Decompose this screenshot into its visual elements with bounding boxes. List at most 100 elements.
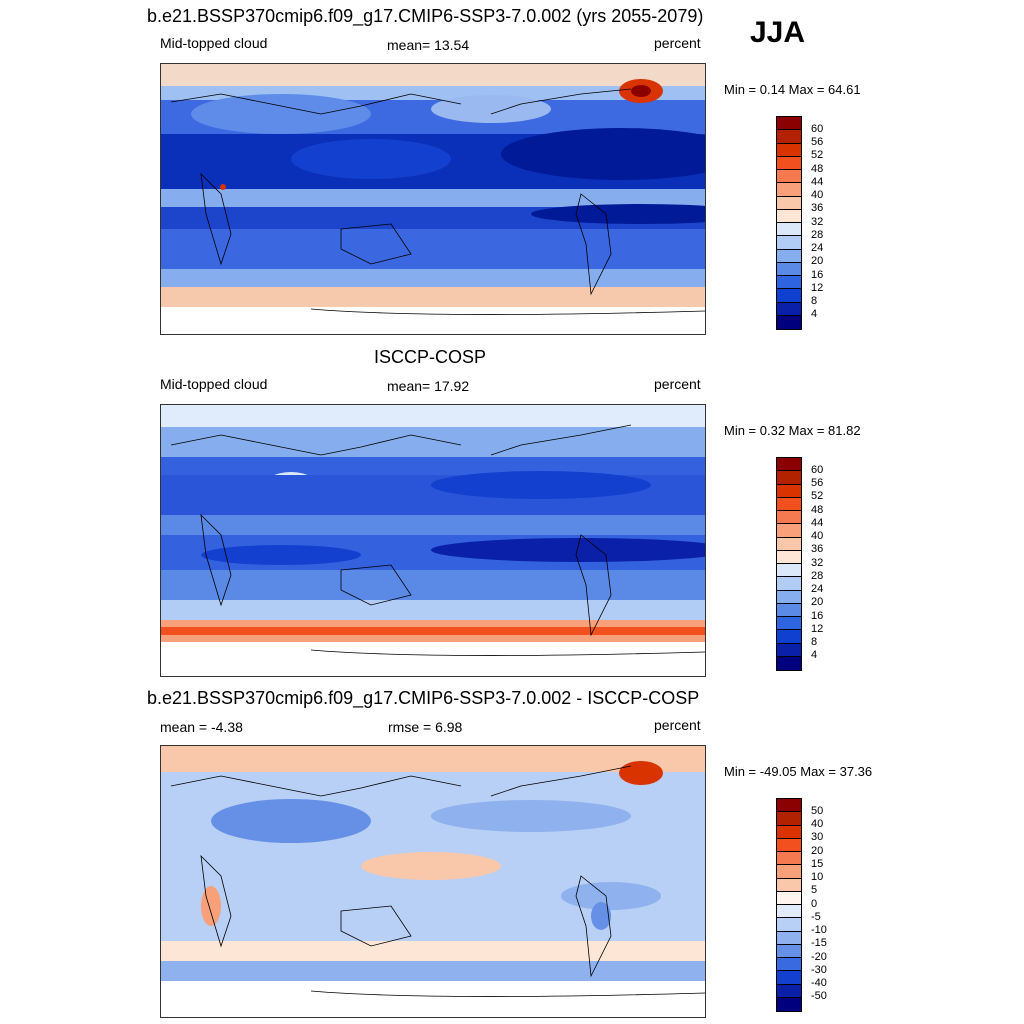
- colorbar-swatch: [777, 315, 801, 329]
- panel-rmse-label: rmse = 6.98: [388, 719, 463, 735]
- panel-left-label: Mid-topped cloud: [160, 35, 268, 51]
- colorbar-tick-label: 44: [811, 175, 824, 188]
- panel-units-label: percent: [654, 376, 701, 392]
- colorbar-tick-label: 24: [811, 583, 824, 595]
- colorbar-tick-label: -15: [811, 937, 827, 950]
- colorbar-swatch: [777, 209, 801, 223]
- colorbar-swatch: [777, 511, 801, 525]
- colorbar-tick-label: 16: [811, 609, 824, 622]
- colorbar-tick-label: 56: [811, 477, 824, 489]
- colorbar-tick-label: 52: [811, 149, 824, 162]
- colorbar-swatch: [777, 984, 801, 998]
- colorbar-swatch: [777, 484, 801, 498]
- colorbar-swatch: [777, 799, 801, 813]
- colorbar-swatch: [777, 603, 801, 617]
- colorbar-tick-label: 36: [811, 202, 824, 215]
- colorbar: [776, 457, 802, 671]
- colorbar-swatch: [777, 630, 801, 644]
- colorbar-swatch: [777, 249, 801, 263]
- colorbar-swatch: [777, 812, 801, 826]
- panel-mean-label: mean = -4.38: [160, 719, 243, 735]
- colorbar-tick-label: 40: [811, 818, 824, 830]
- colorbar-swatch: [777, 617, 801, 631]
- colorbar-tick-label: 30: [811, 831, 824, 844]
- colorbar-swatch: [777, 550, 801, 564]
- colorbar-tick-label: 32: [811, 556, 824, 569]
- colorbar-tick-label: 5: [811, 884, 818, 897]
- colorbar-tick-label: 48: [811, 162, 824, 175]
- colorbar-swatch: [777, 276, 801, 290]
- panel-left-label: Mid-topped cloud: [160, 376, 268, 392]
- colorbar-tick-label: 20: [811, 844, 824, 857]
- colorbar-swatch: [777, 143, 801, 157]
- colorbar-swatch: [777, 223, 801, 237]
- colorbar-swatch: [777, 170, 801, 184]
- colorbar-swatch: [777, 262, 801, 276]
- colorbar-swatch: [777, 289, 801, 303]
- colorbar-tick-label: 40: [811, 189, 824, 201]
- colorbar-tick-label: 40: [811, 530, 824, 542]
- colorbar-swatch: [777, 590, 801, 604]
- map-plot: [160, 745, 706, 1018]
- colorbar-swatch: [777, 905, 801, 919]
- colorbar-tick-label: 16: [811, 268, 824, 281]
- panel-minmax: Min = 0.14 Max = 64.61: [724, 82, 861, 97]
- colorbar-swatch: [777, 891, 801, 905]
- colorbar-tick-label: 50: [811, 804, 824, 817]
- colorbar-swatch: [777, 838, 801, 852]
- colorbar-tick-label: -30: [811, 963, 827, 976]
- colorbar-tick-label: 15: [811, 857, 824, 870]
- colorbar-swatch: [777, 537, 801, 551]
- colorbar-tick-label: 28: [811, 228, 824, 241]
- colorbar-swatch: [777, 130, 801, 144]
- colorbar-tick-label: 52: [811, 490, 824, 503]
- colorbar-tick-label: 36: [811, 543, 824, 556]
- colorbar-tick-label: 12: [811, 622, 824, 635]
- colorbar-swatch: [777, 918, 801, 932]
- colorbar-swatch: [777, 471, 801, 485]
- colorbar-tick-label: -5: [811, 910, 821, 923]
- colorbar-swatch: [777, 117, 801, 131]
- season-label: JJA: [750, 16, 806, 49]
- colorbar-swatch: [777, 302, 801, 316]
- colorbar-tick-label: 4: [811, 649, 818, 662]
- colorbar-swatch: [777, 564, 801, 578]
- colorbar-swatch: [777, 825, 801, 839]
- colorbar-swatch: [777, 577, 801, 591]
- colorbar-tick-label: 32: [811, 215, 824, 228]
- colorbar-tick-label: 60: [811, 122, 824, 135]
- colorbar-swatch: [777, 656, 801, 670]
- colorbar: [776, 116, 802, 330]
- colorbar-swatch: [777, 524, 801, 538]
- colorbar-tick-label: 44: [811, 516, 824, 529]
- panel-units-label: percent: [654, 35, 701, 51]
- panel-minmax: Min = 0.32 Max = 81.82: [724, 423, 861, 438]
- colorbar-tick-label: -40: [811, 977, 827, 989]
- colorbar-tick-label: 60: [811, 463, 824, 476]
- panel-title: b.e21.BSSP370cmip6.f09_g17.CMIP6-SSP3-7.…: [147, 688, 700, 708]
- colorbar-tick-label: 8: [811, 636, 818, 648]
- colorbar: [776, 798, 802, 1012]
- panel-mean-label: mean= 17.92: [387, 378, 470, 394]
- colorbar-tick-label: 48: [811, 503, 824, 516]
- colorbar-tick-label: 8: [811, 295, 818, 307]
- colorbar-tick-label: 4: [811, 308, 818, 321]
- colorbar-tick-label: -20: [811, 950, 827, 963]
- colorbar-swatch: [777, 944, 801, 958]
- colorbar-tick-label: 28: [811, 569, 824, 582]
- colorbar-swatch: [777, 236, 801, 250]
- colorbar-swatch: [777, 971, 801, 985]
- colorbar-swatch: [777, 156, 801, 170]
- colorbar-swatch: [777, 997, 801, 1011]
- colorbar-swatch: [777, 958, 801, 972]
- panel-title: ISCCP-COSP: [374, 347, 487, 367]
- colorbar-swatch: [777, 183, 801, 197]
- colorbar-swatch: [777, 878, 801, 892]
- panel-mean-label: mean= 13.54: [387, 37, 470, 53]
- colorbar-swatch: [777, 643, 801, 657]
- colorbar-tick-label: -50: [811, 990, 827, 1003]
- colorbar-tick-label: 10: [811, 871, 824, 883]
- map-plot: [160, 404, 706, 677]
- colorbar-swatch: [777, 931, 801, 945]
- panel-units-label: percent: [654, 717, 701, 733]
